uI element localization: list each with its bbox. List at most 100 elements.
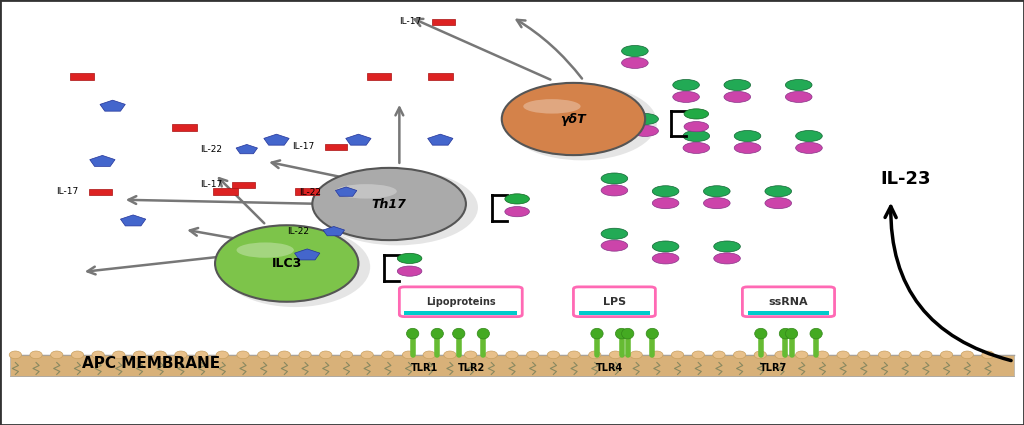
Circle shape — [765, 186, 792, 197]
Ellipse shape — [940, 351, 952, 359]
Ellipse shape — [453, 328, 465, 339]
Ellipse shape — [113, 351, 125, 359]
Bar — [404, 311, 517, 314]
Ellipse shape — [591, 328, 603, 339]
Text: IL-22: IL-22 — [287, 227, 308, 236]
Ellipse shape — [962, 351, 974, 359]
Ellipse shape — [316, 170, 478, 245]
Ellipse shape — [547, 351, 559, 359]
Ellipse shape — [506, 351, 518, 359]
Text: TLR2: TLR2 — [458, 363, 484, 374]
Text: IL-17: IL-17 — [399, 17, 422, 26]
Circle shape — [673, 79, 699, 91]
Ellipse shape — [692, 351, 705, 359]
Circle shape — [673, 91, 699, 102]
FancyBboxPatch shape — [399, 287, 522, 317]
Polygon shape — [90, 156, 115, 167]
Text: ssRNA: ssRNA — [769, 297, 808, 307]
Bar — [232, 182, 255, 188]
Ellipse shape — [237, 242, 294, 258]
Bar — [748, 311, 829, 314]
Circle shape — [684, 109, 709, 119]
Ellipse shape — [258, 351, 270, 359]
Ellipse shape — [465, 351, 477, 359]
Ellipse shape — [733, 351, 745, 359]
Text: ILC3: ILC3 — [271, 257, 302, 270]
Circle shape — [734, 130, 761, 142]
Circle shape — [765, 198, 792, 209]
Text: IL-17: IL-17 — [200, 180, 222, 190]
Ellipse shape — [816, 351, 828, 359]
Ellipse shape — [615, 328, 628, 339]
Circle shape — [601, 228, 628, 239]
Ellipse shape — [215, 225, 358, 302]
Polygon shape — [295, 249, 319, 260]
Ellipse shape — [523, 99, 581, 113]
Ellipse shape — [506, 85, 657, 160]
Ellipse shape — [319, 351, 332, 359]
Ellipse shape — [312, 168, 466, 240]
Ellipse shape — [879, 351, 891, 359]
Text: Lipoproteins: Lipoproteins — [426, 297, 496, 307]
Ellipse shape — [477, 328, 489, 339]
Circle shape — [652, 186, 679, 197]
Circle shape — [632, 125, 658, 136]
Ellipse shape — [526, 351, 539, 359]
Circle shape — [714, 241, 740, 252]
Text: IL-22: IL-22 — [299, 187, 321, 197]
Bar — [295, 188, 319, 195]
Text: IL-17: IL-17 — [56, 187, 79, 196]
Ellipse shape — [646, 328, 658, 339]
Text: IL-17: IL-17 — [292, 142, 314, 151]
Circle shape — [796, 142, 822, 153]
Ellipse shape — [402, 351, 415, 359]
Text: APC MEMBRANE: APC MEMBRANE — [82, 356, 220, 371]
Ellipse shape — [9, 351, 22, 359]
Circle shape — [397, 253, 422, 264]
Ellipse shape — [622, 328, 634, 339]
Ellipse shape — [133, 351, 145, 359]
Bar — [172, 124, 197, 131]
Ellipse shape — [650, 351, 663, 359]
Ellipse shape — [779, 328, 792, 339]
Polygon shape — [324, 227, 344, 236]
Ellipse shape — [755, 328, 767, 339]
Circle shape — [632, 113, 658, 125]
Ellipse shape — [785, 328, 798, 339]
Ellipse shape — [858, 351, 870, 359]
Circle shape — [601, 185, 628, 196]
Circle shape — [785, 79, 812, 91]
Ellipse shape — [196, 351, 208, 359]
Ellipse shape — [382, 351, 394, 359]
Ellipse shape — [920, 351, 932, 359]
Ellipse shape — [72, 351, 84, 359]
Circle shape — [724, 79, 751, 91]
Ellipse shape — [299, 351, 311, 359]
Ellipse shape — [485, 351, 498, 359]
Text: LPS: LPS — [603, 297, 626, 307]
Ellipse shape — [609, 351, 622, 359]
Bar — [10, 355, 1014, 376]
Circle shape — [714, 253, 740, 264]
Circle shape — [652, 198, 679, 209]
Circle shape — [505, 194, 529, 204]
Ellipse shape — [92, 351, 104, 359]
Text: γδT: γδT — [560, 113, 587, 125]
Text: TLR4: TLR4 — [596, 363, 623, 374]
Bar — [367, 73, 391, 80]
Ellipse shape — [589, 351, 601, 359]
Ellipse shape — [810, 328, 822, 339]
Bar — [89, 189, 112, 195]
Polygon shape — [346, 134, 371, 145]
Ellipse shape — [340, 351, 352, 359]
Ellipse shape — [713, 351, 725, 359]
Polygon shape — [428, 134, 453, 145]
Bar — [428, 73, 453, 80]
FancyBboxPatch shape — [573, 287, 655, 317]
Ellipse shape — [423, 351, 435, 359]
Bar — [70, 73, 94, 80]
Text: IL-23: IL-23 — [881, 170, 931, 187]
Circle shape — [622, 45, 648, 57]
Polygon shape — [237, 144, 257, 154]
Ellipse shape — [899, 351, 911, 359]
